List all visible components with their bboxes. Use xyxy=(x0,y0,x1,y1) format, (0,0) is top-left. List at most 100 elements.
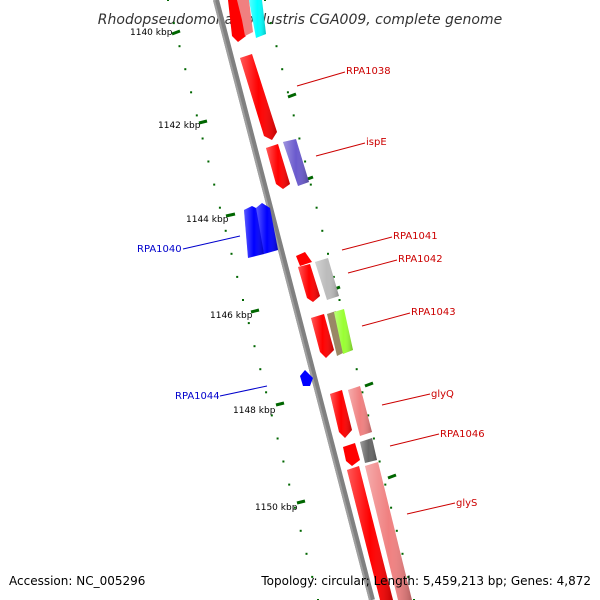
gene-label-rpa1041[interactable]: RPA1041 xyxy=(393,231,438,242)
ring-dot xyxy=(332,275,335,278)
ring-dot xyxy=(201,137,204,140)
genome-summary-text: Topology: circular; Length: 5,459,213 bp… xyxy=(260,574,591,588)
ring-dot xyxy=(299,529,302,532)
ring-dot xyxy=(372,437,375,440)
ring-dot xyxy=(315,206,318,209)
gene-label-rpa1040[interactable]: RPA1040 xyxy=(137,244,182,255)
tick-group: 1140 kbp 1142 kbp 1144 kbp 1146 kbp 1148… xyxy=(130,28,306,513)
inner-dotted-ring xyxy=(167,0,319,600)
gene-rpa1046-red[interactable] xyxy=(343,443,360,466)
ring-dot xyxy=(172,22,175,25)
ring-dot xyxy=(407,575,410,578)
ring-dot xyxy=(384,483,387,486)
gene-label-rpa1043[interactable]: RPA1043 xyxy=(411,307,456,318)
ring-dot xyxy=(236,275,239,278)
map-title: Rhodopseudomonas palustris CGA009, compl… xyxy=(98,12,502,28)
gene-label-rpa1042[interactable]: RPA1042 xyxy=(398,254,443,265)
gene-glys-shade xyxy=(365,462,412,600)
ring-dot xyxy=(293,506,296,509)
ring-dot xyxy=(276,437,279,440)
tick-mark xyxy=(198,119,208,125)
gene-label-glyq[interactable]: glyQ xyxy=(431,389,454,400)
ring-dot xyxy=(304,160,307,163)
ring-dot xyxy=(288,483,291,486)
ring-dot xyxy=(270,414,273,417)
gene-glyq-shade xyxy=(348,386,372,436)
ring-dot xyxy=(367,414,370,417)
gene-label-glys[interactable]: glyS xyxy=(456,498,477,509)
tick-mark xyxy=(225,212,236,218)
ring-dot xyxy=(378,460,381,463)
ring-dot xyxy=(275,45,278,48)
gene-glys-red-shade xyxy=(347,466,393,600)
gene-ispe-shade xyxy=(283,139,309,186)
accession-text: Accession: NC_005296 xyxy=(9,574,145,588)
gene-rpa1040-b-shade xyxy=(256,203,278,254)
gene-label-rpa1038[interactable]: RPA1038 xyxy=(346,66,391,77)
tick-label: 1144 kbp xyxy=(186,215,229,225)
ring-dot xyxy=(242,299,244,301)
ring-dot xyxy=(361,391,364,394)
backbone xyxy=(213,0,375,600)
gene-rpa1042-red-shade xyxy=(298,264,320,302)
gene-rpa1044[interactable] xyxy=(300,370,313,386)
gene-glyq-red-shade xyxy=(330,390,352,438)
ring-dot xyxy=(309,183,312,186)
gene-label-ispe[interactable]: ispE xyxy=(366,137,387,148)
ring-dot xyxy=(292,114,295,117)
ring-dot xyxy=(282,460,285,463)
tick-mark xyxy=(275,401,285,407)
gene-label-rpa1046[interactable]: RPA1046 xyxy=(440,429,485,440)
tick-mark xyxy=(171,29,181,36)
ring-dot xyxy=(178,45,181,48)
gene-rpa1043-red-shade xyxy=(311,314,334,358)
ring-dot xyxy=(265,391,268,394)
tick-label: 1140 kbp xyxy=(130,28,173,38)
gene-rpa1041[interactable] xyxy=(296,252,312,266)
ring-dot xyxy=(207,160,210,163)
gene-rpa1043-shade xyxy=(334,309,353,354)
ring-dot xyxy=(390,506,393,509)
ring-dot xyxy=(264,0,266,1)
tick-label: 1146 kbp xyxy=(210,311,253,321)
ring-dot xyxy=(327,252,329,255)
ring-dot xyxy=(269,22,272,25)
gene-labels: RPA1038 ispE RPA1041 RPA1042 RPA1043 gly… xyxy=(137,66,485,509)
tick-mark xyxy=(250,308,260,314)
ring-dot xyxy=(253,345,256,348)
ring-dot xyxy=(213,183,216,186)
callout-lines xyxy=(182,71,456,515)
gene-top-cyan-shade xyxy=(249,0,266,38)
ring-dot xyxy=(218,206,221,209)
ring-dot xyxy=(298,137,301,140)
forward-strand-genes xyxy=(228,0,412,600)
ring-dot xyxy=(184,68,187,71)
gene-rpa1046-shade xyxy=(360,438,377,463)
gene-top-pink[interactable] xyxy=(237,0,253,36)
gene-label-rpa1044[interactable]: RPA1044 xyxy=(175,391,220,402)
ring-dot xyxy=(247,322,250,325)
ring-dot xyxy=(311,575,314,578)
tick-label: 1148 kbp xyxy=(233,406,276,416)
ring-dot xyxy=(305,552,308,555)
ring-dot xyxy=(286,91,289,94)
gene-top-red[interactable] xyxy=(228,0,246,42)
reverse-strand-genes xyxy=(244,203,313,386)
ring-dot xyxy=(321,229,324,232)
ring-dot xyxy=(167,0,169,1)
gene-rpa1038-shade xyxy=(240,54,277,140)
ring-dot xyxy=(259,368,262,371)
tick-mark xyxy=(296,499,306,505)
tick-label: 1142 kbp xyxy=(158,121,201,131)
ring-dot xyxy=(355,368,358,371)
ring-dot xyxy=(195,114,198,117)
ring-dot xyxy=(281,68,284,71)
ring-dot xyxy=(401,552,404,555)
ring-dot xyxy=(338,299,341,301)
ring-dot xyxy=(190,91,193,94)
gene-rpa1043-olive[interactable] xyxy=(327,311,345,356)
ring-dot xyxy=(224,229,227,232)
tick-label: 1150 kbp xyxy=(255,503,298,513)
gene-rpa1042-shade xyxy=(315,258,339,300)
